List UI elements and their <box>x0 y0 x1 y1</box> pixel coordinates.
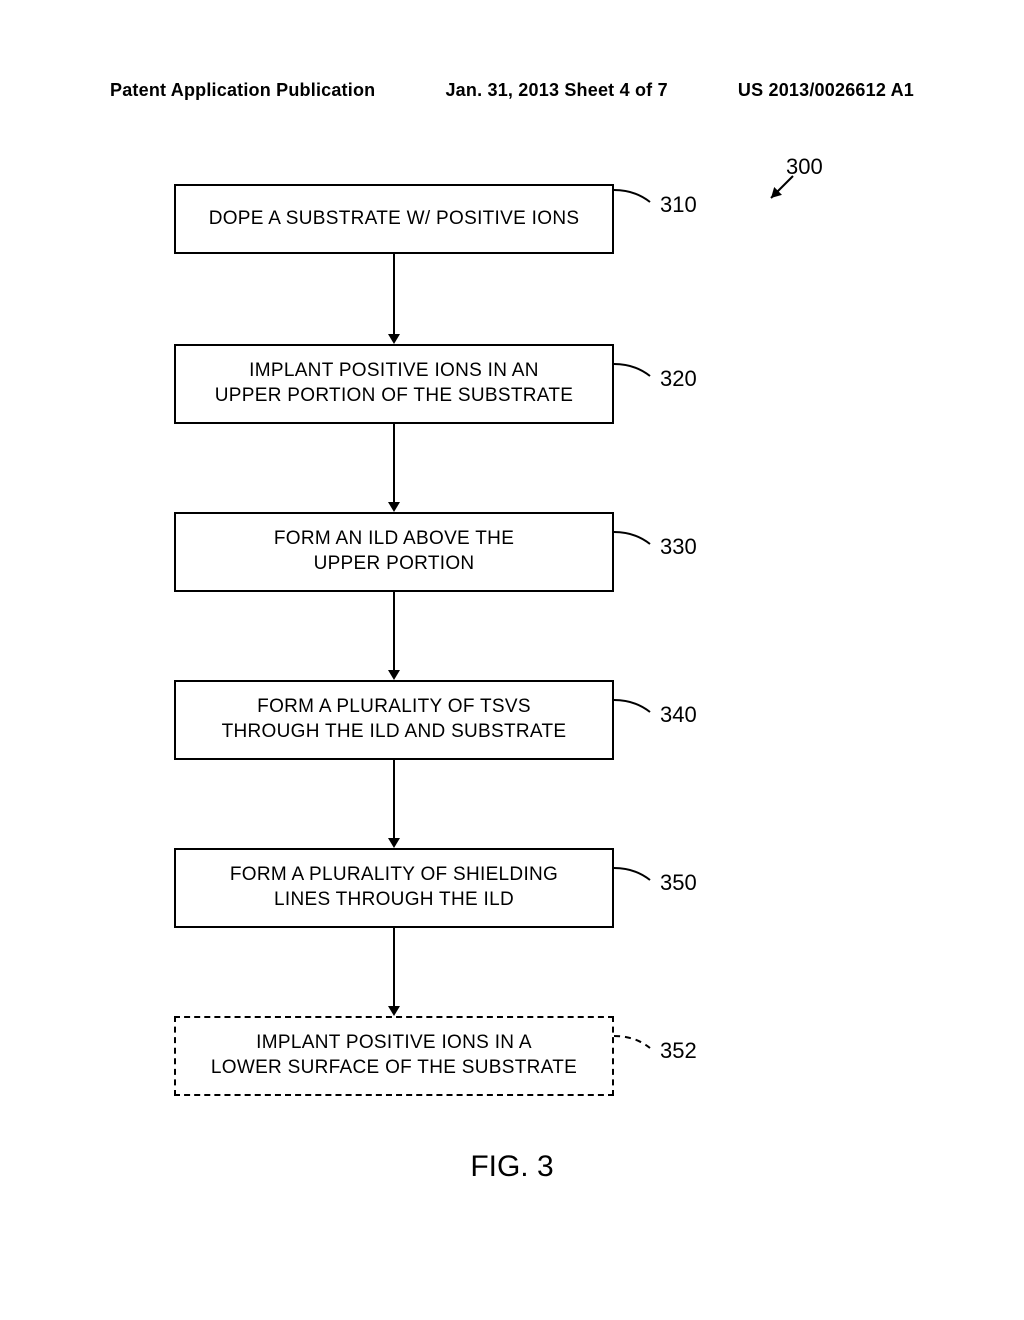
flow-step-text: FORM AN ILD ABOVE THEUPPER PORTION <box>274 527 514 576</box>
page-header: Patent Application Publication Jan. 31, … <box>0 80 1024 101</box>
flow-step-330: FORM AN ILD ABOVE THEUPPER PORTION <box>174 512 614 592</box>
header-right: US 2013/0026612 A1 <box>738 80 914 101</box>
header-center: Jan. 31, 2013 Sheet 4 of 7 <box>445 80 667 101</box>
flow-step-350: FORM A PLURALITY OF SHIELDINGLINES THROU… <box>174 848 614 928</box>
flow-step-text: FORM A PLURALITY OF TSVSTHROUGH THE ILD … <box>222 695 567 744</box>
ref-numeral-310: 310 <box>660 192 697 218</box>
flow-step-352: IMPLANT POSITIVE IONS IN ALOWER SURFACE … <box>174 1016 614 1096</box>
flow-step-text: DOPE A SUBSTRATE W/ POSITIVE IONS <box>209 207 580 232</box>
ref-numeral-300: 300 <box>786 154 823 180</box>
ref-numeral-330: 330 <box>660 534 697 560</box>
flow-step-text: IMPLANT POSITIVE IONS IN ALOWER SURFACE … <box>211 1031 577 1080</box>
flow-step-text: IMPLANT POSITIVE IONS IN ANUPPER PORTION… <box>215 359 573 408</box>
flow-step-text: FORM A PLURALITY OF SHIELDINGLINES THROU… <box>230 863 558 912</box>
figure-caption: FIG. 3 <box>0 1150 1024 1184</box>
ref-numeral-340: 340 <box>660 702 697 728</box>
header-left: Patent Application Publication <box>110 80 375 101</box>
flow-step-320: IMPLANT POSITIVE IONS IN ANUPPER PORTION… <box>174 344 614 424</box>
ref-numeral-320: 320 <box>660 366 697 392</box>
ref-numeral-350: 350 <box>660 870 697 896</box>
flow-step-310: DOPE A SUBSTRATE W/ POSITIVE IONS <box>174 184 614 254</box>
flow-step-340: FORM A PLURALITY OF TSVSTHROUGH THE ILD … <box>174 680 614 760</box>
patent-figure-page: Patent Application Publication Jan. 31, … <box>0 0 1024 1320</box>
flowchart-diagram: 300 DOPE A SUBSTRATE W/ POSITIVE IONS 310 I… <box>0 150 1024 1250</box>
ref-numeral-352: 352 <box>660 1038 697 1064</box>
